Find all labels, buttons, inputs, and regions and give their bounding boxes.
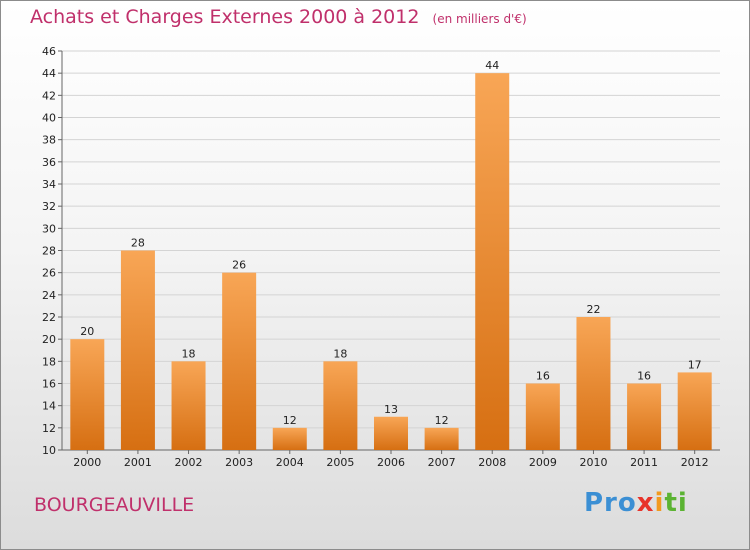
bar-2003 — [222, 272, 257, 450]
y-tick-label: 40 — [42, 112, 56, 125]
bar-2010 — [576, 317, 611, 450]
y-tick-label: 14 — [42, 400, 56, 413]
data-labels: 20 28 18 26 12 18 13 12 44 16 22 16 17 — [80, 59, 701, 427]
bar-2011 — [627, 383, 662, 450]
bar-2012 — [677, 372, 712, 450]
y-tick-label: 44 — [42, 67, 56, 80]
x-tick-label-2005: 2005 — [326, 456, 354, 469]
place-name: BOURGEAUVILLE — [34, 494, 195, 516]
x-tick-label-2011: 2011 — [630, 456, 658, 469]
x-tick-label-2000: 2000 — [73, 456, 101, 469]
y-tick-label: 32 — [42, 200, 56, 213]
chart-title-main: Achats et Charges Externes 2000 à 2012 — [30, 6, 420, 28]
bar-2002 — [171, 361, 206, 450]
x-tick-label-2008: 2008 — [478, 456, 506, 469]
bar-2006 — [374, 416, 408, 450]
bar-2001 — [120, 250, 155, 450]
x-tick-label-2009: 2009 — [529, 456, 557, 469]
y-tick-label: 22 — [42, 311, 56, 324]
data-label-2001: 28 — [131, 237, 145, 250]
y-tick-label: 46 — [42, 45, 56, 58]
x-tick-label-2003: 2003 — [225, 456, 253, 469]
data-label-2005: 18 — [333, 347, 347, 360]
bar-2007 — [424, 427, 459, 450]
data-label-2010: 22 — [586, 303, 600, 316]
x-tick-label-2002: 2002 — [175, 456, 203, 469]
x-tick-label-2012: 2012 — [681, 456, 709, 469]
bar-2004 — [272, 427, 307, 450]
bar-2000 — [70, 339, 105, 450]
bar-2009 — [525, 383, 560, 450]
y-tick-label: 18 — [42, 355, 56, 368]
y-tick-label: 16 — [42, 378, 56, 391]
y-tick-label: 10 — [42, 444, 56, 457]
logo-part-3: i — [654, 488, 665, 518]
x-tick-label-2007: 2007 — [428, 456, 456, 469]
bar-2008 — [475, 73, 510, 451]
x-axis-ticks: 2000 2001 2002 2003 2004 2005 2006 2007 2008 2009… — [73, 450, 709, 469]
y-axis-ticks: 10 12 14 16 18 20 22 24 26 28 30 32 34 36 38 40 42 44 46 — [42, 45, 62, 457]
y-tick-label: 36 — [42, 156, 56, 169]
x-tick-label-2006: 2006 — [377, 456, 405, 469]
y-tick-label: 28 — [42, 245, 56, 258]
chart-title: Achats et Charges Externes 2000 à 2012 (… — [30, 6, 527, 28]
x-tick-label-2004: 2004 — [276, 456, 304, 469]
data-label-2003: 26 — [232, 259, 246, 272]
data-label-2012: 17 — [688, 358, 702, 371]
data-label-2004: 12 — [283, 414, 297, 427]
y-tick-label: 26 — [42, 267, 56, 280]
x-tick-label-2010: 2010 — [579, 456, 607, 469]
y-tick-label: 24 — [42, 289, 56, 302]
bar-2005 — [323, 361, 358, 450]
data-label-2008: 44 — [485, 59, 499, 72]
logo-part-2: x — [636, 488, 655, 518]
y-tick-label: 30 — [42, 222, 56, 235]
data-label-2000: 20 — [80, 325, 94, 338]
data-label-2007: 12 — [435, 414, 449, 427]
bars — [70, 73, 712, 451]
y-tick-label: 42 — [42, 89, 56, 102]
y-tick-label: 20 — [42, 333, 56, 346]
data-label-2009: 16 — [536, 370, 550, 383]
y-tick-label: 34 — [42, 178, 56, 191]
grid-lines — [62, 50, 720, 429]
y-tick-label: 12 — [42, 422, 56, 435]
data-label-2002: 18 — [182, 347, 196, 360]
y-tick-label: 38 — [42, 134, 56, 147]
x-tick-label-2001: 2001 — [124, 456, 152, 469]
data-label-2006: 13 — [384, 403, 398, 416]
chart-title-unit: (en milliers d'€) — [432, 12, 527, 26]
data-label-2011: 16 — [637, 370, 651, 383]
logo-part-4: ti — [664, 488, 688, 518]
logo-part-1: Pro — [584, 488, 637, 518]
proxiti-logo: Proxiti — [584, 488, 688, 518]
